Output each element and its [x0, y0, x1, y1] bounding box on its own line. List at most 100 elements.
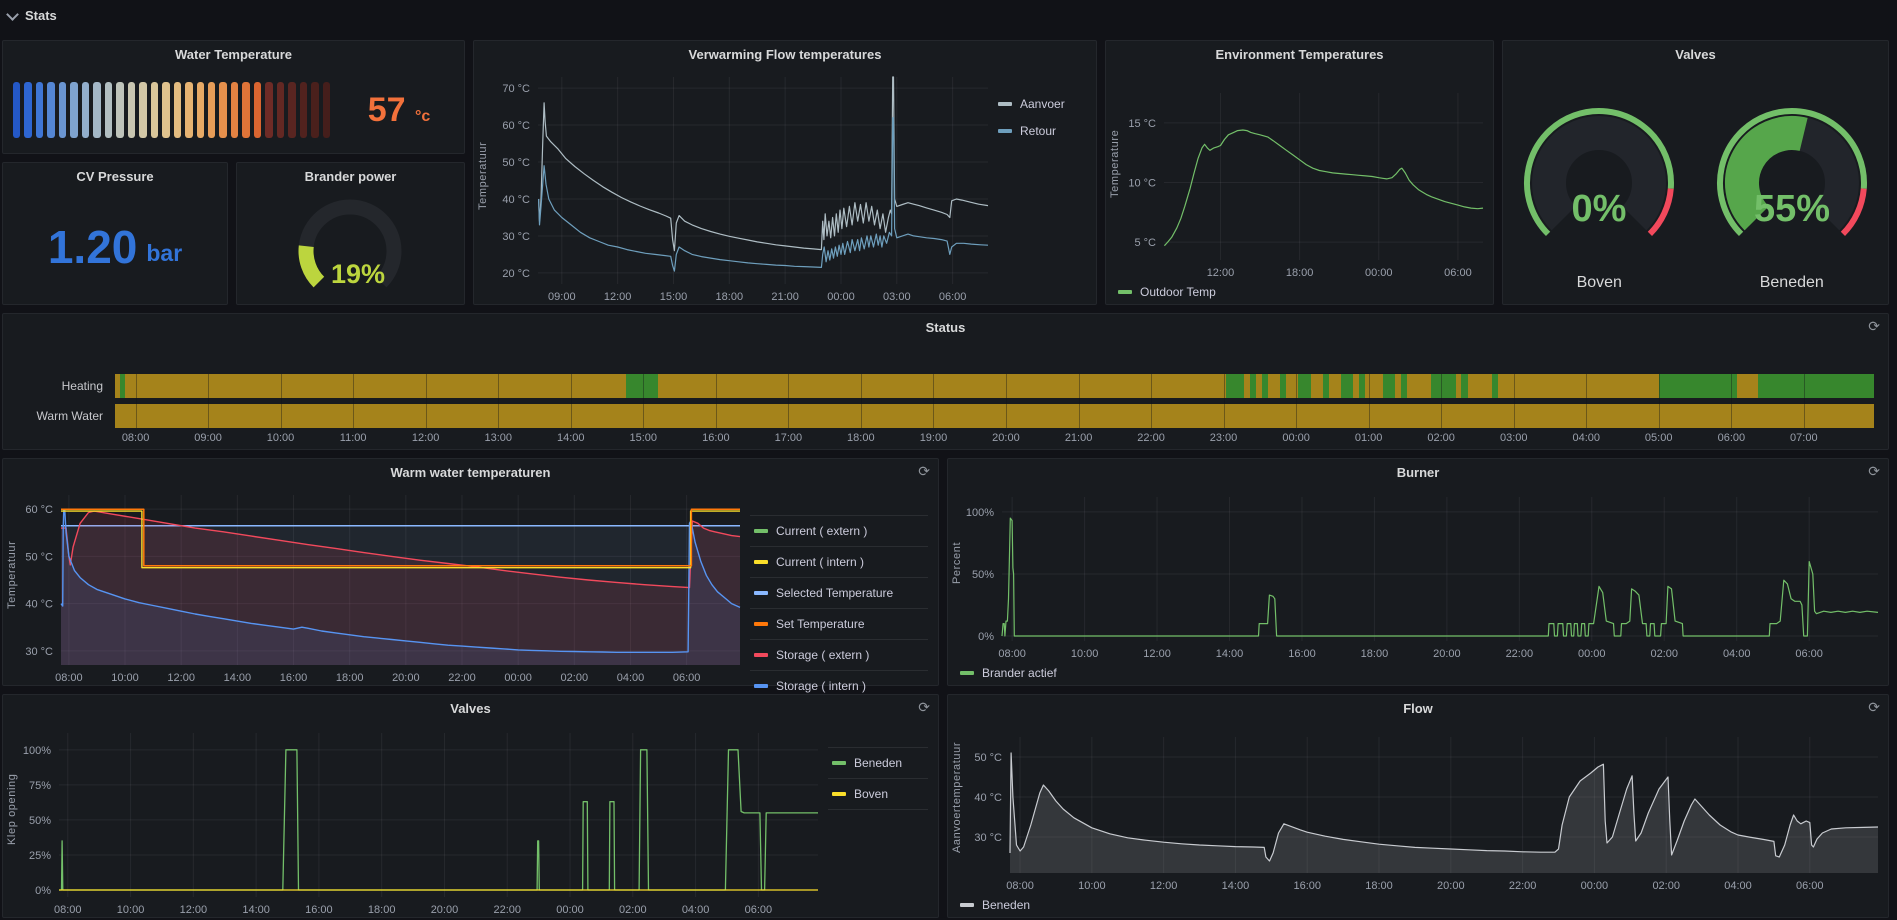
svg-text:0%: 0%	[35, 885, 51, 897]
svg-text:20:00: 20:00	[431, 904, 459, 916]
legend-item[interactable]: Beneden	[828, 747, 928, 779]
legend-label: Storage ( extern )	[776, 648, 870, 662]
svg-text:50%: 50%	[29, 815, 51, 827]
value-unit: °c	[414, 107, 431, 125]
svg-text:08:00: 08:00	[1006, 880, 1034, 892]
svg-text:40 °C: 40 °C	[974, 792, 1002, 804]
refresh-icon[interactable]: ⟳	[918, 699, 930, 715]
legend-item[interactable]: Current ( intern )	[750, 547, 928, 578]
svg-text:5 °C: 5 °C	[1134, 237, 1156, 249]
panel-status: ⟳ Status Heating Warm Water 08:00 09:00 10…	[2, 313, 1889, 450]
legend: Beneden	[948, 893, 1888, 917]
svg-text:12:00: 12:00	[1143, 648, 1171, 660]
legend-color-dash	[960, 903, 974, 907]
panel-title[interactable]: Burner	[1396, 464, 1440, 480]
legend-item[interactable]: Aanvoer	[998, 97, 1090, 111]
panel-title[interactable]: Verwarming Flow temperatures	[688, 46, 882, 62]
svg-text:06:00: 06:00	[1796, 880, 1824, 892]
svg-text:20:00: 20:00	[1433, 648, 1461, 660]
svg-text:18:00: 18:00	[716, 291, 744, 303]
svg-text:04:00: 04:00	[1723, 648, 1751, 660]
svg-text:06:00: 06:00	[939, 291, 967, 303]
svg-text:50%: 50%	[972, 569, 994, 581]
panel-title[interactable]: Flow	[1403, 700, 1433, 716]
legend-item[interactable]: Outdoor Temp	[1118, 285, 1216, 299]
legend-item[interactable]: Boven	[828, 779, 928, 810]
refresh-icon[interactable]: ⟳	[918, 463, 930, 479]
legend-item[interactable]: Storage ( extern )	[750, 640, 928, 671]
environment-chart-area[interactable]: Temperature 5 °C 10 °C 15 °C 12:00 18:00 00:0…	[1106, 67, 1493, 280]
panel-title[interactable]: CV Pressure	[76, 168, 154, 184]
svg-text:25%: 25%	[29, 850, 51, 862]
row-header-stats[interactable]: Stats	[6, 7, 57, 23]
legend-color-dash	[998, 102, 1012, 106]
legend-label: Boven	[854, 787, 889, 801]
svg-text:00:00: 00:00	[556, 904, 584, 916]
legend-label: Retour	[1020, 124, 1057, 138]
row-title: Stats	[25, 8, 57, 23]
panel-flow: ⟳ Flow Aanvoertemperatuur 30 °C 40 °C 50 °…	[947, 694, 1889, 918]
panel-valves-chart: ⟳ Valves Klep opening 0% 25% 50% 75% 100% 08:…	[2, 694, 939, 918]
legend-item[interactable]: Current ( extern )	[750, 515, 928, 547]
legend-color-dash	[754, 622, 768, 626]
svg-text:12:00: 12:00	[180, 904, 208, 916]
svg-text:20 °C: 20 °C	[502, 268, 530, 280]
legend: Outdoor Temp	[1106, 280, 1493, 304]
legend-item[interactable]: Beneden	[960, 898, 1030, 912]
svg-text:40 °C: 40 °C	[25, 599, 53, 611]
panel-title[interactable]: Valves	[1675, 46, 1716, 62]
gauge-beneden: 55%	[1697, 87, 1887, 264]
svg-text:00:00: 00:00	[504, 672, 532, 684]
legend-color-dash	[1118, 290, 1132, 294]
legend-label: Storage ( intern )	[776, 679, 867, 693]
svg-text:12:00: 12:00	[167, 672, 195, 684]
svg-text:100%: 100%	[23, 745, 51, 757]
water-temperature-value: 57 °c	[344, 91, 454, 130]
gauge-boven: 0%	[1504, 87, 1694, 264]
panel-verwarming-flow: Verwarming Flow temperatures Temperatuur…	[473, 40, 1097, 305]
legend: Brander actief	[948, 661, 1888, 685]
svg-text:02:00: 02:00	[1650, 648, 1678, 660]
svg-text:00:00: 00:00	[827, 291, 855, 303]
svg-text:02:00: 02:00	[619, 904, 647, 916]
legend-item[interactable]: Retour	[998, 124, 1090, 138]
refresh-icon[interactable]: ⟳	[1868, 699, 1880, 715]
legend-label: Current ( extern )	[776, 524, 868, 538]
svg-text:14:00: 14:00	[1222, 880, 1250, 892]
brander-power-gauge: 19%	[237, 189, 464, 305]
warmwater-chart-area[interactable]: Temperatuur 30 °C 40 °C 50 °C 60 °C 08:00 10:…	[3, 485, 750, 685]
burner-chart-area[interactable]: Percent 0% 50% 100% 08:00 10:00 12:00 14:00 16:…	[948, 485, 1888, 661]
valve-gauge-boven: 0% Boven	[1503, 67, 1696, 304]
svg-text:75%: 75%	[29, 780, 51, 792]
legend-item[interactable]: Selected Temperature	[750, 578, 928, 609]
panel-title[interactable]: Water Temperature	[174, 46, 293, 62]
flow-chart-area[interactable]: Aanvoertemperatuur 30 °C 40 °C 50 °C 08:00 1…	[948, 721, 1888, 893]
timeline-heating	[115, 374, 1874, 398]
svg-text:04:00: 04:00	[617, 672, 645, 684]
svg-text:00:00: 00:00	[1578, 648, 1606, 660]
svg-text:22:00: 22:00	[448, 672, 476, 684]
refresh-icon[interactable]: ⟳	[1868, 318, 1880, 334]
panel-title[interactable]: Valves	[450, 700, 491, 716]
legend-item[interactable]: Brander actief	[960, 666, 1057, 680]
panel-title[interactable]: Warm water temperaturen	[390, 464, 551, 480]
legend-item[interactable]: Set Temperature	[750, 609, 928, 640]
panel-title[interactable]: Status	[925, 319, 966, 335]
legend: Beneden Boven	[828, 721, 938, 917]
svg-text:00:00: 00:00	[1581, 880, 1609, 892]
svg-text:20:00: 20:00	[392, 672, 420, 684]
status-timeline[interactable]: Heating Warm Water 08:00 09:00 10:00 11:00 1…	[3, 340, 1888, 449]
legend: Current ( extern ) Current ( intern ) Sele…	[750, 485, 938, 702]
svg-text:22:00: 22:00	[1506, 648, 1534, 660]
valves-chart-area[interactable]: Klep opening 0% 25% 50% 75% 100% 08:00 10:00 12…	[3, 721, 828, 917]
legend-color-dash	[754, 560, 768, 564]
svg-text:12:00: 12:00	[1207, 267, 1235, 279]
refresh-icon[interactable]: ⟳	[1868, 463, 1880, 479]
svg-text:70 °C: 70 °C	[502, 83, 530, 95]
panel-title[interactable]: Brander power	[304, 168, 397, 184]
svg-text:06:00: 06:00	[1795, 648, 1823, 660]
legend-label: Beneden	[982, 898, 1031, 912]
verwarming-chart-area[interactable]: Temperatuur 20 °C 30 °C 40 °C 50 °C 60 °C 70 …	[474, 67, 998, 304]
panel-title[interactable]: Environment Temperatures	[1215, 46, 1384, 62]
svg-text:03:00: 03:00	[883, 291, 911, 303]
